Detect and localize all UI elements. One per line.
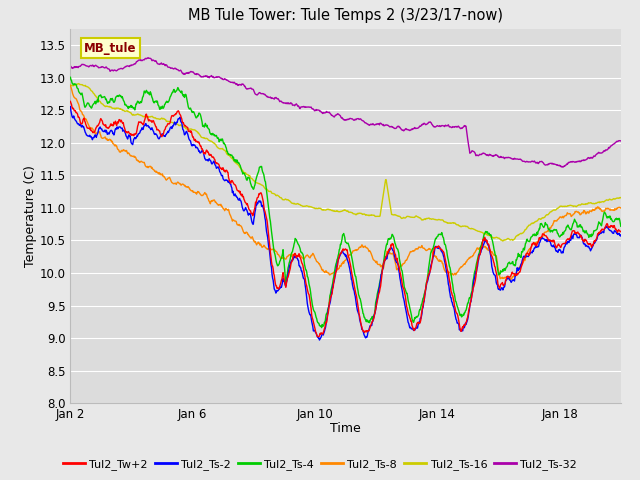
- Title: MB Tule Tower: Tule Temps 2 (3/23/17-now): MB Tule Tower: Tule Temps 2 (3/23/17-now…: [188, 9, 503, 24]
- Legend: Tul2_Tw+2, Tul2_Ts-2, Tul2_Ts-4, Tul2_Ts-8, Tul2_Ts-16, Tul2_Ts-32: Tul2_Tw+2, Tul2_Ts-2, Tul2_Ts-4, Tul2_Ts…: [58, 455, 582, 474]
- Text: MB_tule: MB_tule: [84, 42, 137, 55]
- X-axis label: Time: Time: [330, 422, 361, 435]
- Y-axis label: Temperature (C): Temperature (C): [24, 165, 36, 267]
